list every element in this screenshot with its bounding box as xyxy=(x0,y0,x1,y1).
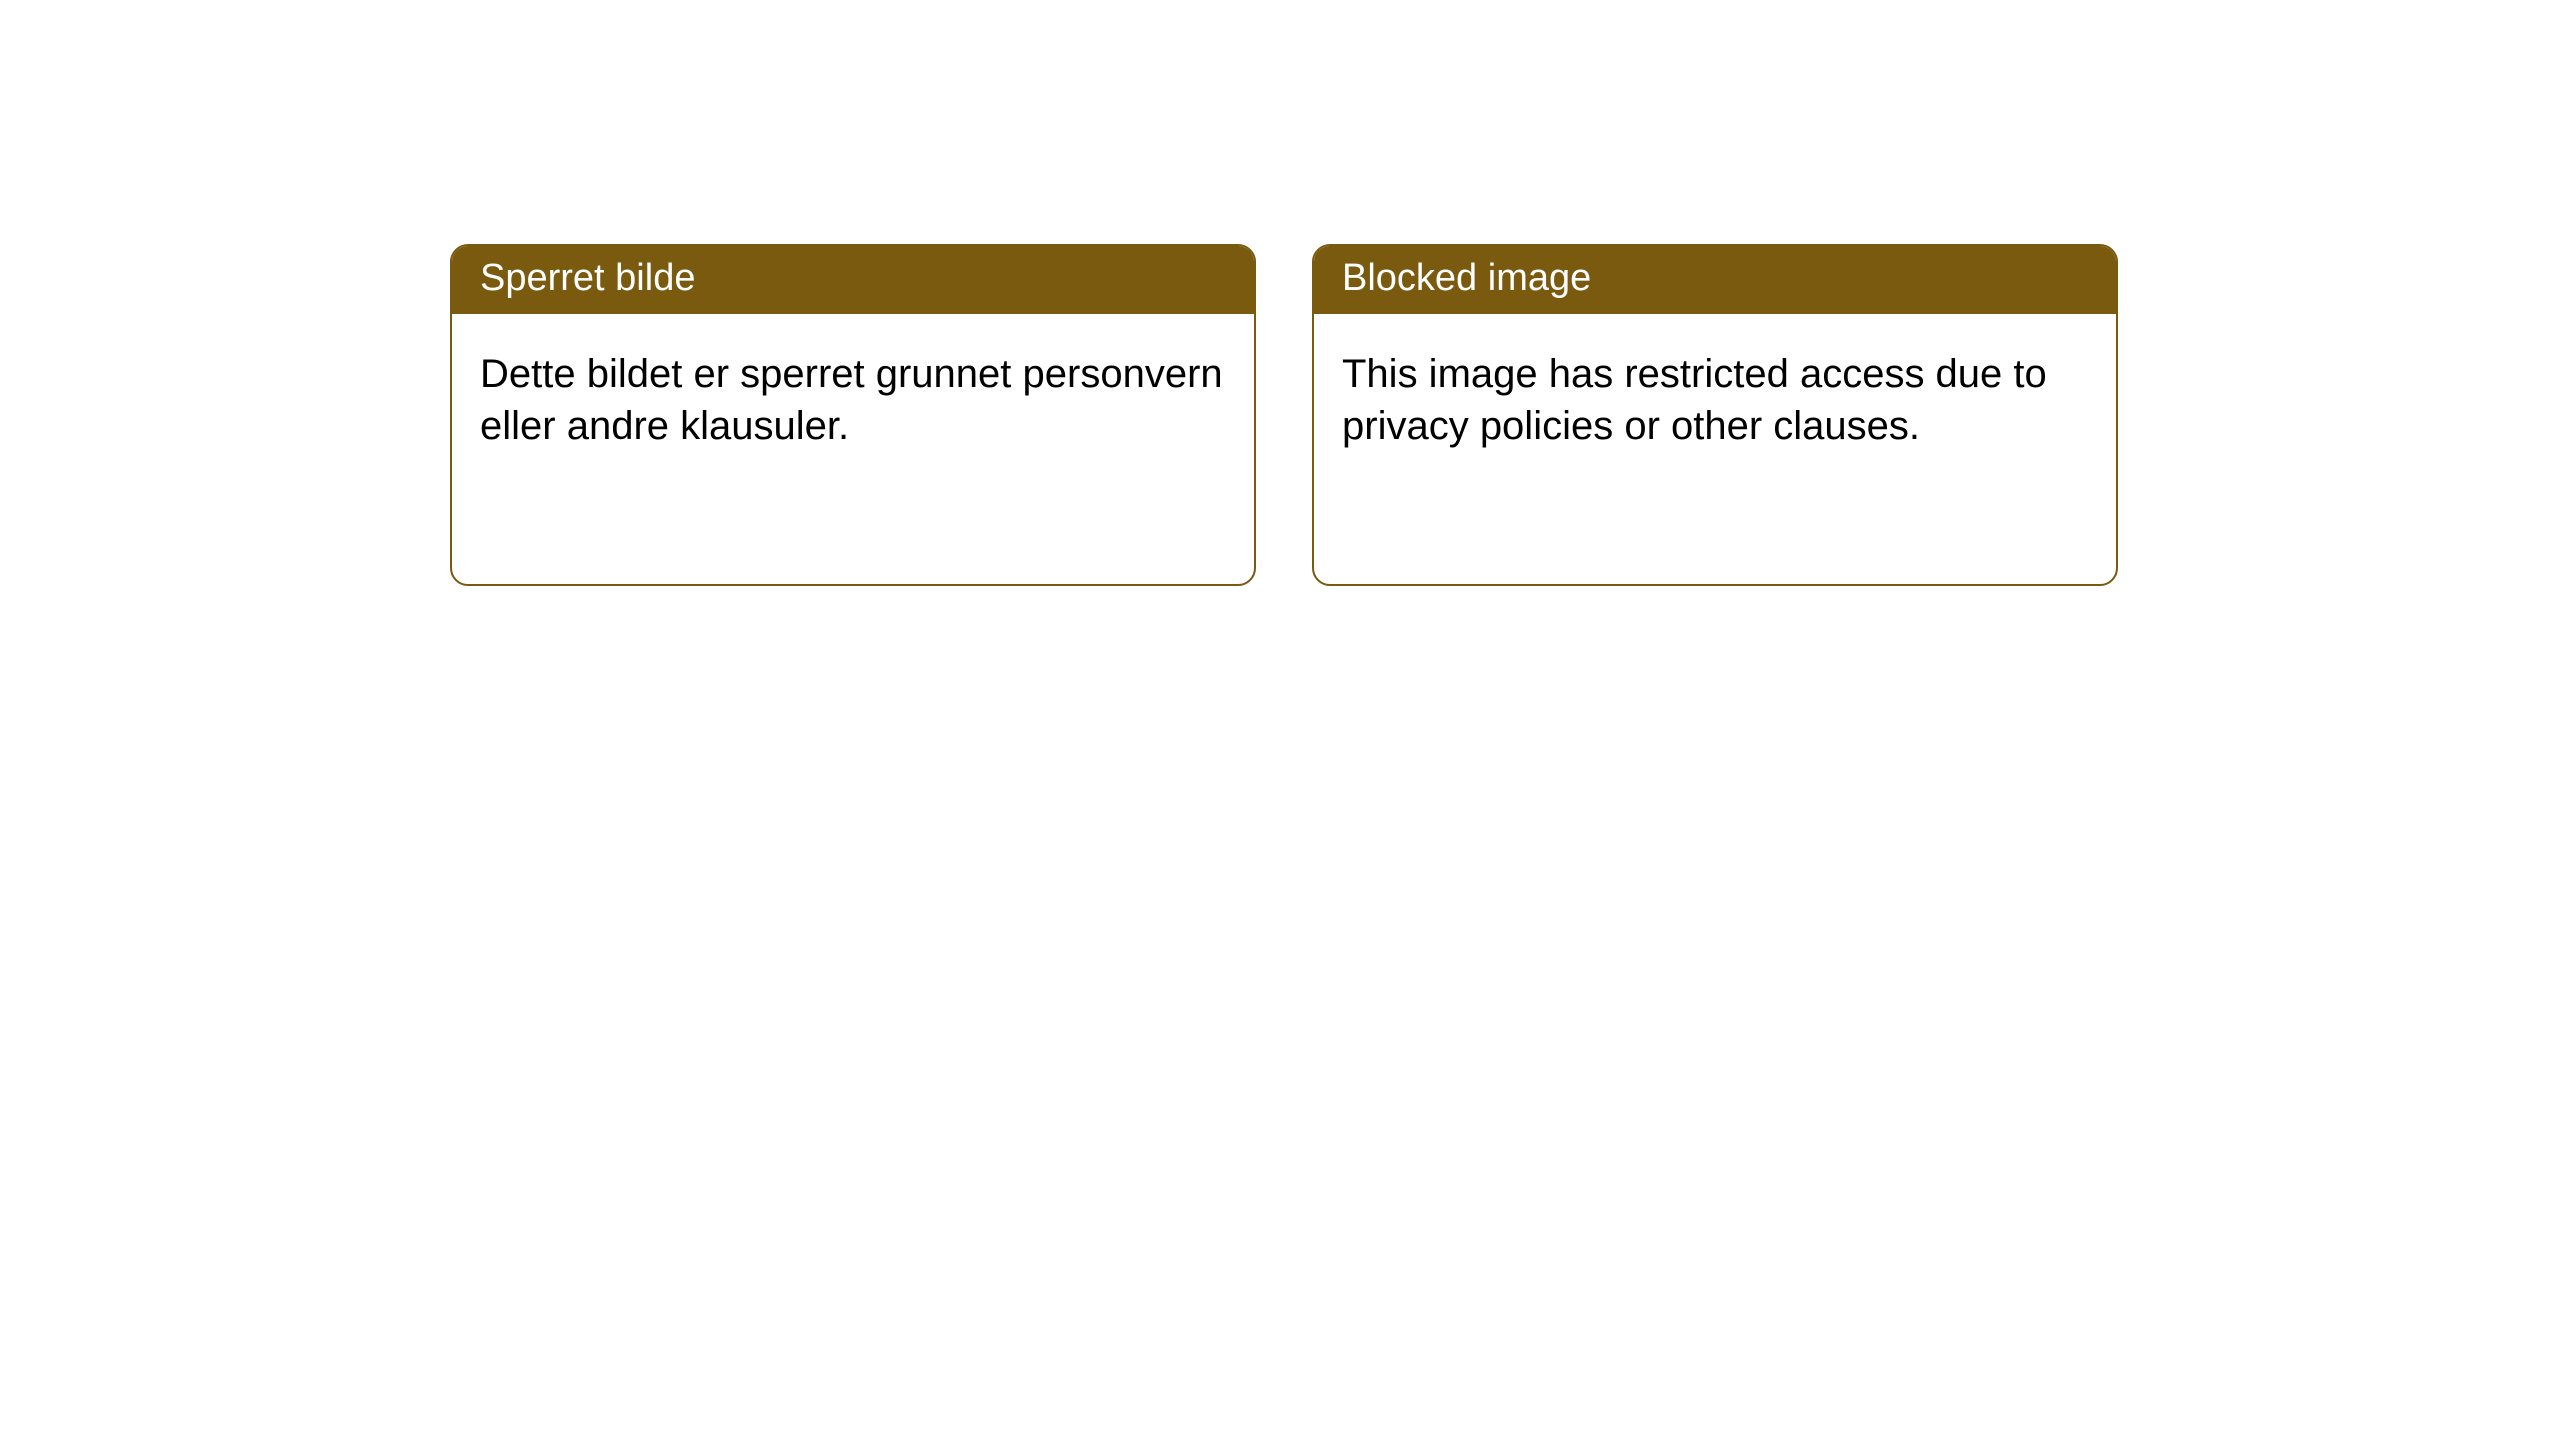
notice-header-no: Sperret bilde xyxy=(452,246,1254,314)
notice-card-no: Sperret bilde Dette bildet er sperret gr… xyxy=(450,244,1256,586)
notice-container: Sperret bilde Dette bildet er sperret gr… xyxy=(0,0,2560,586)
notice-body-en: This image has restricted access due to … xyxy=(1314,314,2116,584)
notice-card-en: Blocked image This image has restricted … xyxy=(1312,244,2118,586)
notice-body-no: Dette bildet er sperret grunnet personve… xyxy=(452,314,1254,584)
notice-header-en: Blocked image xyxy=(1314,246,2116,314)
